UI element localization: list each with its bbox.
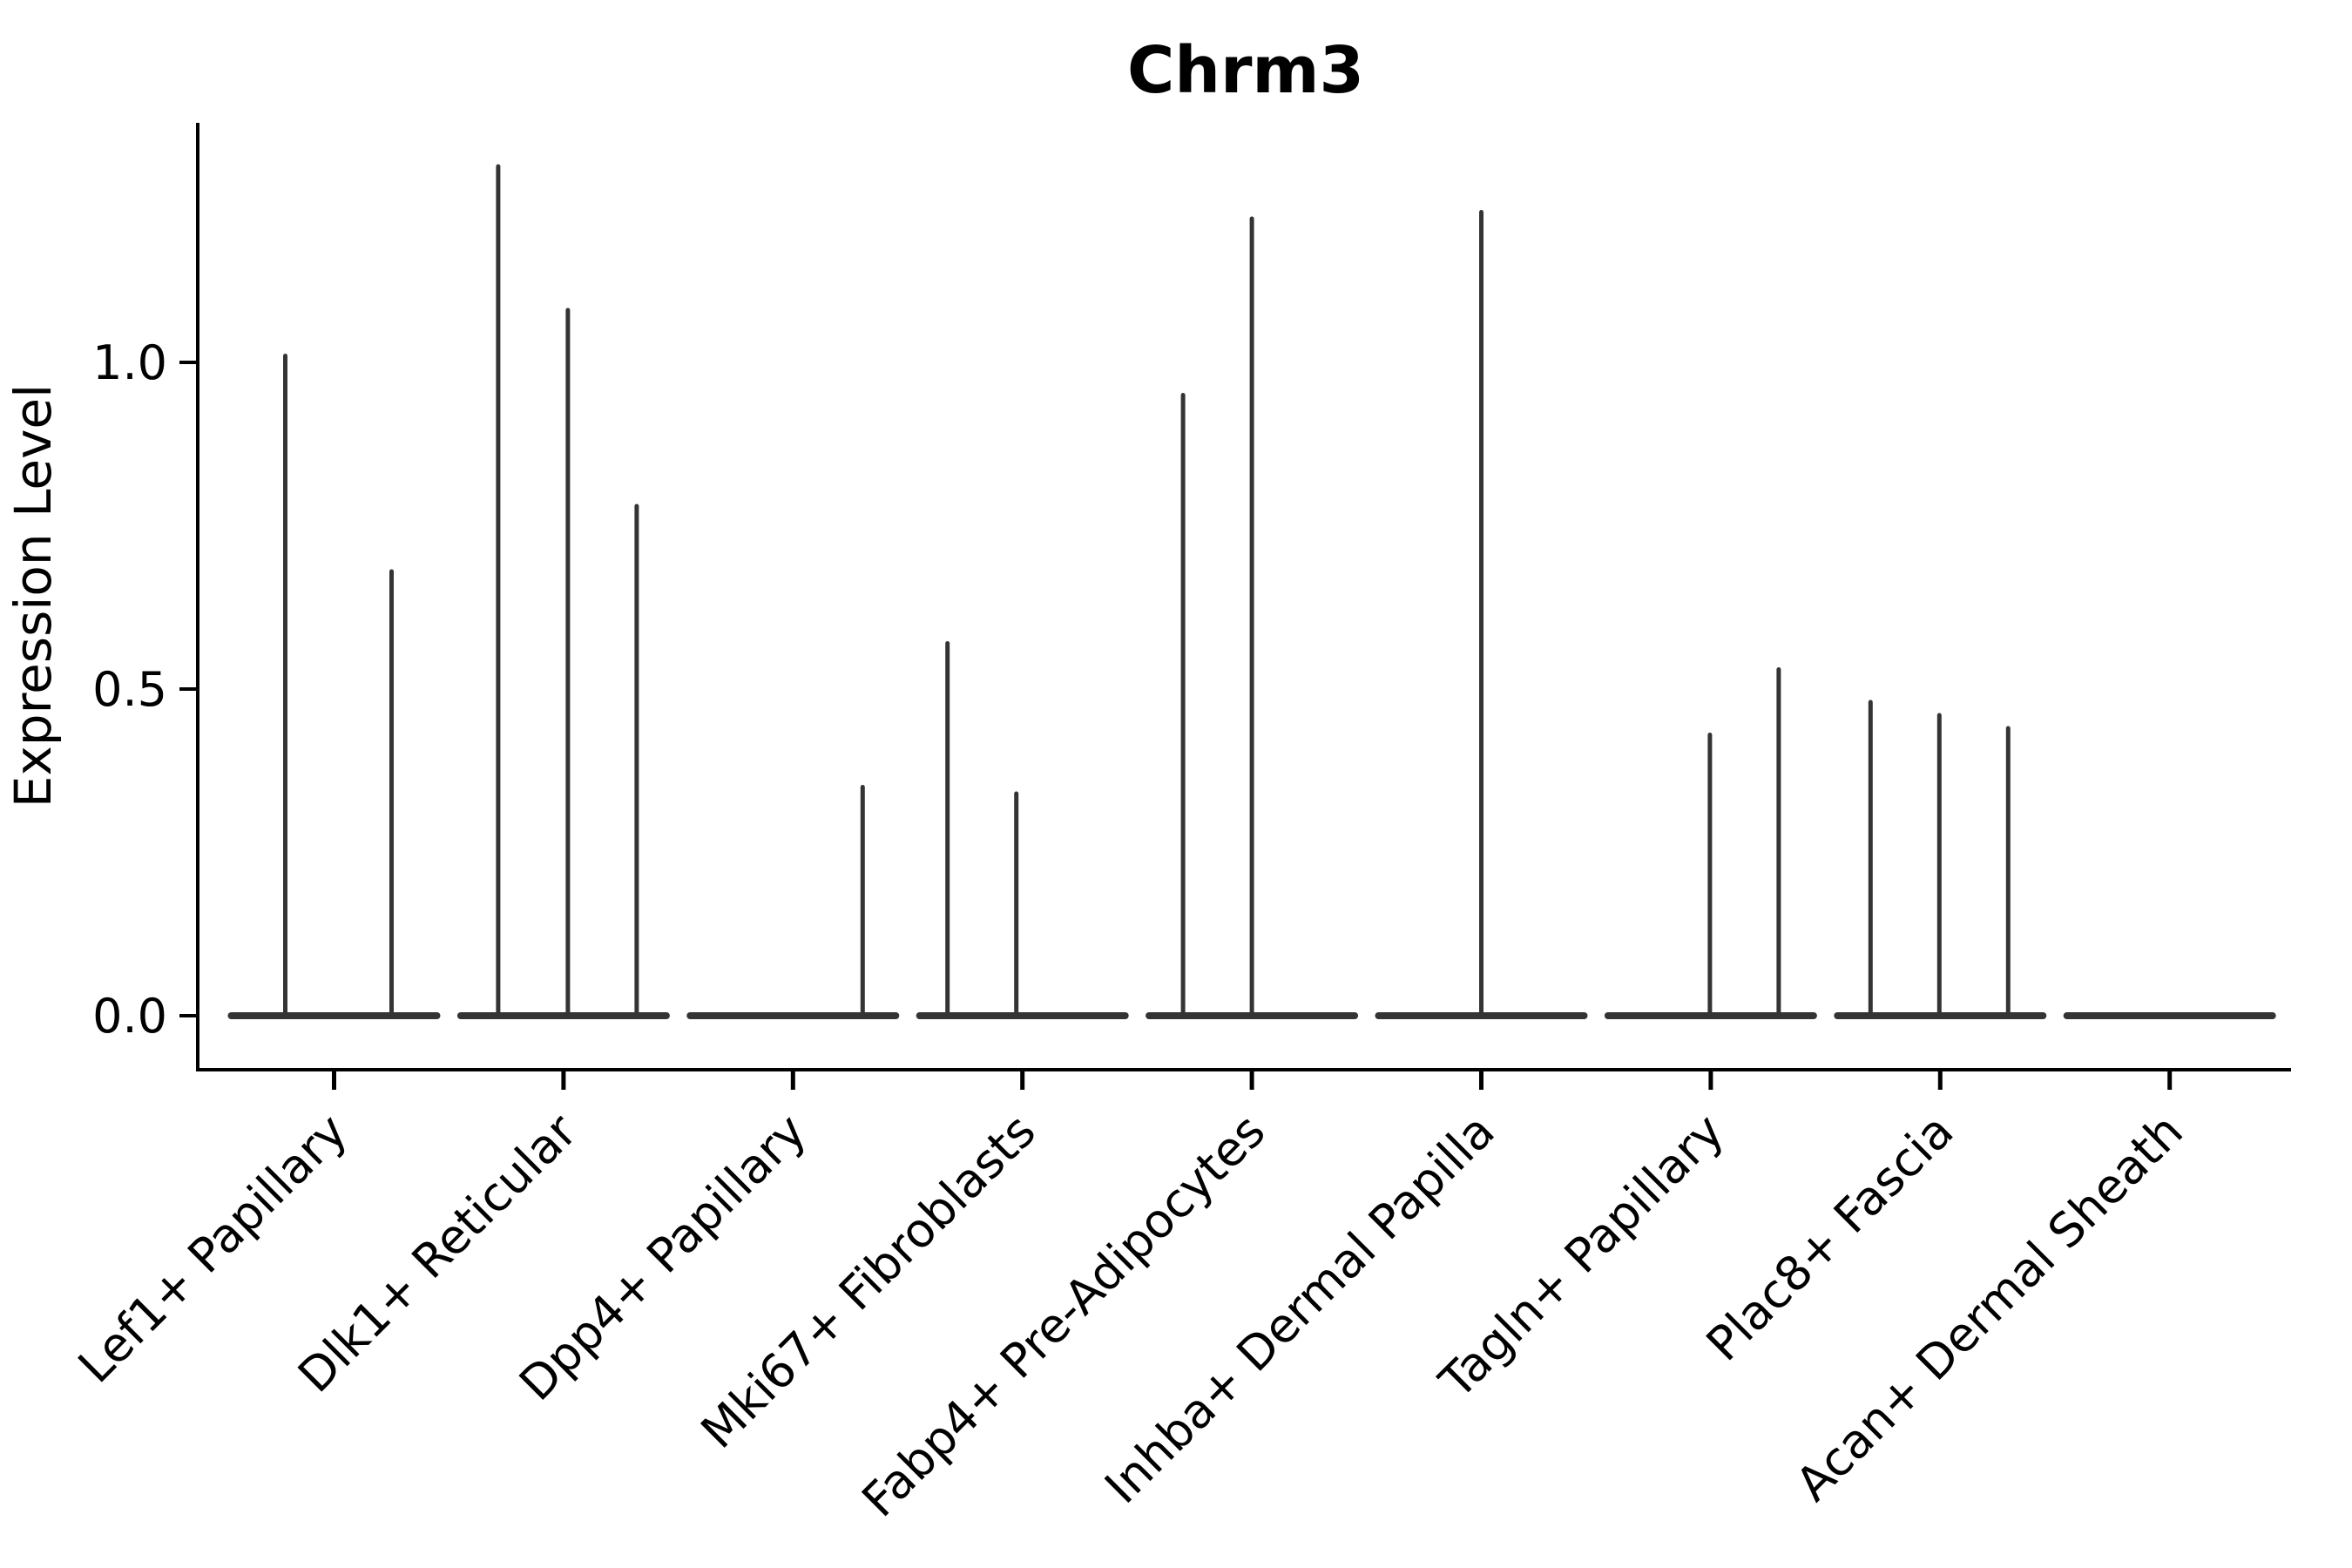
- x-tick-label: Acan+ Dermal Sheath: [1785, 1104, 2193, 1511]
- y-tick-label: 1.0: [92, 335, 167, 390]
- y-axis-label: Expression Level: [3, 384, 63, 808]
- y-tick-label: 0.5: [92, 662, 167, 717]
- y-axis-ticks: 0.0 0.5 1.0: [92, 335, 198, 1044]
- x-tick-label: Inhba+ Dermal Papilla: [1094, 1104, 1504, 1514]
- x-tick-label: Fabp4+ Pre-Adipocytes: [851, 1104, 1275, 1528]
- x-tick-label: Plac8+ Fascia: [1696, 1104, 1964, 1372]
- chart-title: Chrm3: [1127, 33, 1364, 108]
- y-tick-label: 0.0: [92, 989, 167, 1044]
- violins: [227, 164, 2276, 1019]
